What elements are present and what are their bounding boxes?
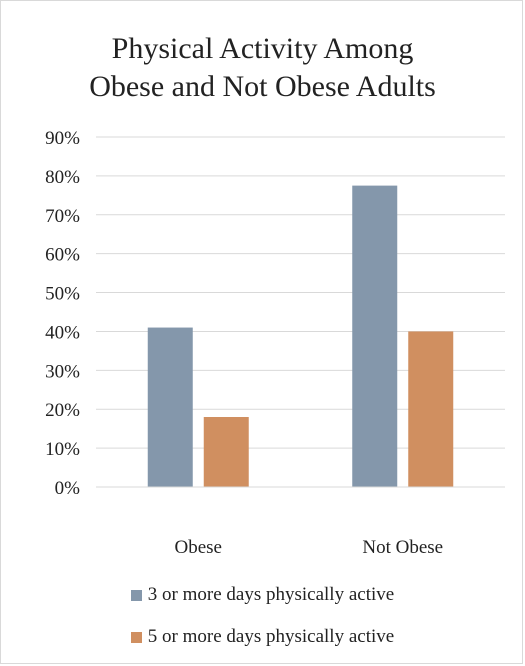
y-tick-label: 70% bbox=[45, 206, 80, 227]
y-tick-label: 0% bbox=[55, 478, 81, 499]
bar bbox=[408, 331, 454, 487]
y-tick-label: 40% bbox=[45, 322, 80, 343]
y-tick-label: 80% bbox=[45, 167, 80, 188]
legend-item-series-1: 3 or more days physically active bbox=[0, 584, 525, 606]
bar bbox=[203, 417, 249, 487]
y-tick-label: 30% bbox=[45, 361, 80, 382]
y-tick-label: 20% bbox=[45, 400, 80, 421]
chart-title-line-1: Physical Activity Among bbox=[111, 32, 414, 65]
chart-title: Physical Activity Among Obese and Not Ob… bbox=[0, 30, 525, 106]
legend-label-series-2: 5 or more days physically active bbox=[147, 626, 395, 647]
legend-item-series-2: 5 or more days physically active bbox=[0, 626, 525, 648]
y-tick-label: 60% bbox=[45, 245, 80, 266]
legend-label-series-1: 3 or more days physically active bbox=[147, 584, 395, 605]
y-tick-label: 10% bbox=[45, 439, 80, 460]
x-tick-label: Obese bbox=[175, 537, 222, 558]
bar bbox=[147, 327, 193, 487]
legend-swatch-series-2 bbox=[130, 631, 142, 643]
bar bbox=[352, 185, 398, 487]
x-tick-label: Not Obese bbox=[362, 537, 443, 558]
legend-swatch-series-1 bbox=[130, 589, 142, 601]
y-tick-label: 50% bbox=[45, 284, 80, 305]
y-tick-label: 90% bbox=[45, 128, 80, 149]
chart-title-line-2: Obese and Not Obese Adults bbox=[89, 70, 436, 103]
